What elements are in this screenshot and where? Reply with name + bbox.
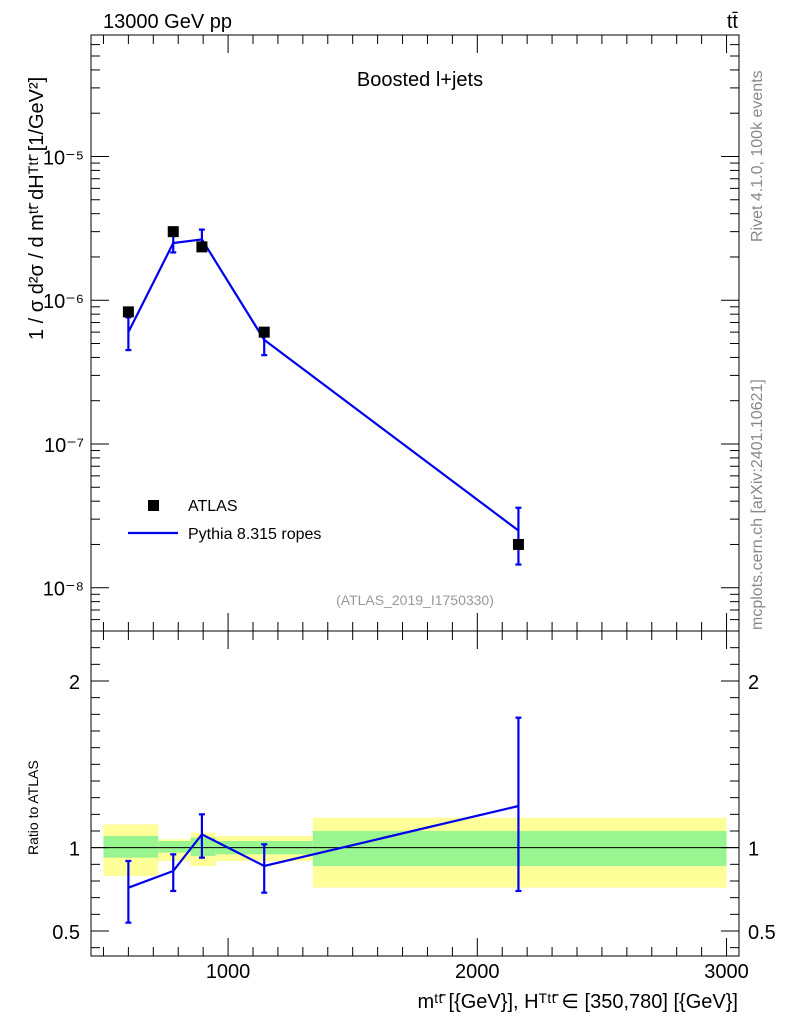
atlas-data-point	[258, 326, 270, 338]
x-tick-labels: 1000 2000 3000	[206, 961, 749, 983]
main-y-axis-label: 1 / σ d²σ / d mᵗᵗ̄ dHᵀᵗᵗ̄ [1/GeV²]	[26, 77, 48, 340]
ratio-y-tick-label-right: 1	[748, 839, 759, 861]
main-panel: 10⁻⁸ 10⁻⁷ 10⁻⁶ 10⁻⁵ Boosted l+jets (ATLAS_2…	[26, 34, 740, 632]
ratio-y-tick-label-left: 0.5	[52, 922, 80, 944]
main-y-tick-label: 10⁻⁵	[43, 147, 84, 169]
main-y-tick-label: 10⁻⁷	[44, 435, 84, 457]
x-tick-label: 2000	[455, 961, 500, 983]
ratio-error-bars	[125, 716, 522, 924]
legend-atlas-label: ATLAS	[188, 498, 238, 515]
ratio-uncertainty-bands	[103, 817, 727, 888]
x-axis-label: mᵗᵗ̄ [{GeV}], Hᵀᵗᵗ̄ ∈ [350,780] [{GeV}]	[418, 991, 739, 1013]
side-label-mcplots: mcplots.cern.ch [arXiv:2401.10621]	[749, 379, 766, 630]
legend-mc-label: Pythia 8.315 ropes	[188, 526, 321, 543]
main-y-tick-label: 10⁻⁸	[43, 579, 84, 601]
atlas-data-point	[512, 538, 524, 550]
header-left-label: 13000 GeV pp	[103, 11, 232, 33]
legend-atlas-marker	[148, 500, 159, 511]
ratio-tick-marks	[91, 631, 739, 956]
ratio-y-tick-labels: 0.5 0.5 1 1 2 2	[52, 672, 776, 944]
ratio-band-inner	[158, 841, 191, 853]
legend: ATLAS Pythia 8.315 ropes	[128, 498, 321, 543]
ratio-y-tick-label-left: 1	[69, 839, 80, 861]
x-tick-label: 3000	[704, 961, 749, 983]
ratio-series-line	[128, 804, 519, 889]
atlas-data-point	[167, 226, 179, 238]
main-tick-marks	[91, 35, 739, 632]
ratio-y-tick-label-right: 2	[748, 672, 759, 694]
chart-title: Boosted l+jets	[357, 69, 483, 91]
ratio-band-inner	[103, 836, 159, 858]
header-right-label: tt̄	[727, 11, 739, 33]
analysis-id: (ATLAS_2019_I1750330)	[336, 592, 494, 608]
main-y-tick-label: 10⁻⁶	[43, 291, 84, 313]
side-label-rivet: Rivet 4.1.0, 100k events	[749, 70, 766, 242]
ratio-panel: 0.5 0.5 1 1 2 2 Ratio to ATLAS 1000 2000 3000 m…	[25, 630, 776, 1013]
ratio-panel-frame	[90, 630, 740, 957]
ratio-band-inner	[312, 831, 727, 866]
x-tick-label: 1000	[206, 961, 251, 983]
ratio-y-tick-label-right: 0.5	[748, 922, 776, 944]
atlas-data-point	[122, 306, 134, 318]
main-y-tick-labels: 10⁻⁸ 10⁻⁷ 10⁻⁶ 10⁻⁵	[43, 147, 84, 600]
mc-error-bars	[125, 228, 522, 566]
atlas-data-points	[122, 226, 524, 550]
ratio-y-tick-label-left: 2	[69, 672, 80, 694]
atlas-data-point	[196, 241, 208, 253]
ratio-y-axis-label: Ratio to ATLAS	[25, 760, 41, 855]
mc-series-line	[127, 238, 520, 532]
